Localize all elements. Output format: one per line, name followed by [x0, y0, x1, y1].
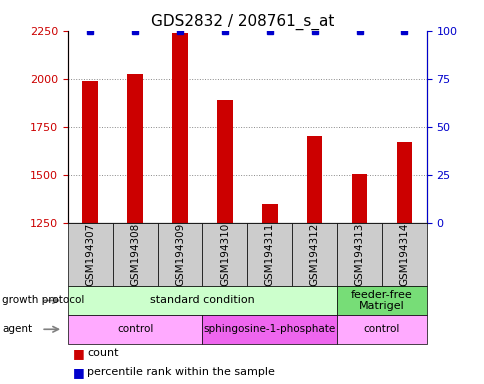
Bar [217, 100, 232, 223]
Text: GSM194310: GSM194310 [219, 223, 229, 286]
Text: GSM194313: GSM194313 [354, 223, 364, 286]
Text: count: count [87, 348, 119, 358]
Text: standard condition: standard condition [150, 295, 254, 306]
Bar [172, 33, 187, 223]
Text: percentile rank within the sample: percentile rank within the sample [87, 367, 274, 377]
Text: GSM194314: GSM194314 [398, 223, 408, 286]
Bar [396, 142, 411, 223]
Bar [261, 204, 277, 223]
Bar [127, 74, 143, 223]
Bar [306, 136, 322, 223]
Text: ■: ■ [73, 347, 84, 360]
Bar [351, 174, 366, 223]
Text: GSM194308: GSM194308 [130, 223, 140, 286]
Text: sphingosine-1-phosphate: sphingosine-1-phosphate [203, 324, 335, 334]
Text: control: control [363, 324, 399, 334]
Text: GSM194312: GSM194312 [309, 223, 319, 286]
Text: GDS2832 / 208761_s_at: GDS2832 / 208761_s_at [151, 13, 333, 30]
Text: growth protocol: growth protocol [2, 295, 85, 306]
Text: GSM194311: GSM194311 [264, 223, 274, 286]
Text: agent: agent [2, 324, 32, 334]
Text: control: control [117, 324, 153, 334]
Text: GSM194309: GSM194309 [175, 223, 185, 286]
Text: GSM194307: GSM194307 [85, 223, 95, 286]
Text: ■: ■ [73, 366, 84, 379]
Bar [82, 81, 98, 223]
Text: feeder-free
Matrigel: feeder-free Matrigel [350, 290, 412, 311]
